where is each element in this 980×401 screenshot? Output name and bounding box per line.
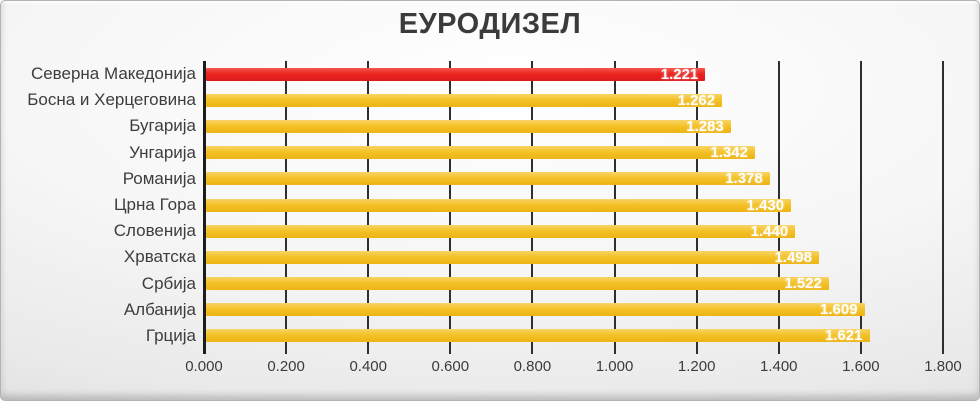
category-label: Северна Македонија xyxy=(30,64,196,84)
gridline xyxy=(942,61,944,354)
category-label: Грција xyxy=(145,325,196,345)
value-label: 1.609 xyxy=(820,301,858,319)
bar: 1.221 xyxy=(206,65,706,83)
bar: 1.430 xyxy=(206,196,792,214)
value-label: 1.342 xyxy=(710,144,748,162)
value-label: 1.498 xyxy=(774,248,812,266)
category-label: Босна и Херцеговина xyxy=(27,90,196,110)
x-tick-label: 0.200 xyxy=(267,358,305,375)
value-label: 1.262 xyxy=(677,91,716,109)
value-label: 1.430 xyxy=(746,196,785,214)
x-tick-label: 1.200 xyxy=(677,358,716,375)
bar: 1.283 xyxy=(206,117,731,135)
category-label: Романија xyxy=(122,168,196,188)
bar: 1.498 xyxy=(206,248,819,266)
value-label: 1.378 xyxy=(725,170,763,188)
bar: 1.522 xyxy=(206,275,829,293)
value-label: 1.221 xyxy=(660,65,699,83)
value-label: 1.522 xyxy=(784,275,822,293)
bar: 1.342 xyxy=(206,144,755,162)
x-tick-label: 1.400 xyxy=(759,358,798,375)
category-label: Бугарија xyxy=(129,116,196,136)
value-label: 1.283 xyxy=(686,117,724,135)
x-tick-label: 0.400 xyxy=(349,358,387,375)
x-tick-label: 0.600 xyxy=(431,358,470,375)
value-label: 1.621 xyxy=(824,327,863,345)
category-label: Словенија xyxy=(113,221,196,241)
gridline xyxy=(859,61,862,354)
category-label: Србија xyxy=(141,273,196,293)
value-label: 1.440 xyxy=(750,222,789,240)
x-tick-label: 0.800 xyxy=(513,358,552,375)
bar: 1.378 xyxy=(206,170,770,188)
category-label: Црна Гора xyxy=(113,194,196,214)
category-label: Албанија xyxy=(123,299,196,319)
bar: 1.609 xyxy=(206,301,865,319)
category-label: Унгарија xyxy=(129,142,196,162)
x-tick-label: 0.000 xyxy=(185,358,223,375)
bar: 1.440 xyxy=(206,222,796,240)
x-axis-line xyxy=(202,61,206,354)
bar: 1.262 xyxy=(206,91,723,109)
x-tick-label: 1.000 xyxy=(595,358,634,375)
bar: 1.621 xyxy=(206,327,870,345)
category-label: Хрватска xyxy=(123,247,196,267)
chart-title: ЕУРОДИЗЕЛ xyxy=(398,8,582,40)
x-tick-label: 1.600 xyxy=(842,358,880,375)
x-tick-label: 1.800 xyxy=(924,358,962,375)
